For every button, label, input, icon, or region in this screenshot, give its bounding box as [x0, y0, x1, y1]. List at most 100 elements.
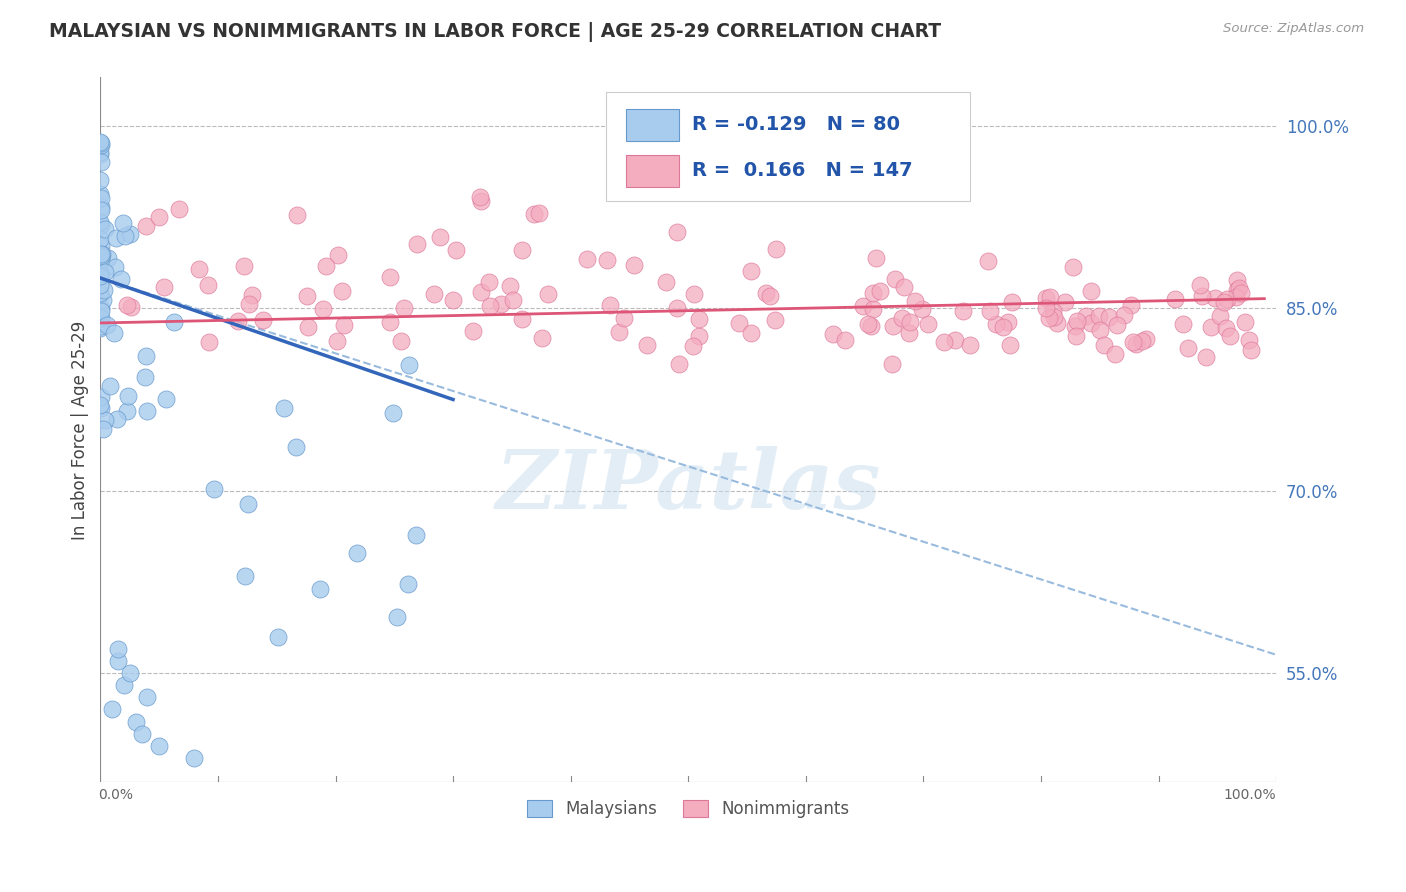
Point [1213, 294, 1236, 309]
Legend: Malaysians, Nonimmigrants: Malaysians, Nonimmigrants [520, 793, 856, 825]
Point [1053, 294, 1076, 309]
Point [1088, 323, 1111, 337]
Point [89, 186, 111, 201]
Point [233, 569, 256, 583]
Point [446, 243, 468, 257]
Point [1201, 319, 1223, 334]
Point [575, 252, 598, 266]
Point [267, 630, 290, 644]
Point [117, 389, 139, 403]
Point [834, 333, 856, 347]
Point [309, 582, 332, 597]
Point [429, 229, 451, 244]
Point [852, 299, 875, 313]
Point [104, 260, 127, 275]
Point [326, 247, 349, 261]
Point [441, 293, 464, 308]
Point [898, 314, 921, 328]
Point [90, 218, 112, 232]
Point [90, 401, 112, 415]
Point [398, 358, 420, 372]
Point [90, 137, 112, 152]
Point [90, 301, 112, 315]
Point [765, 242, 787, 256]
Point [163, 315, 186, 329]
Point [1080, 284, 1102, 298]
Point [1225, 290, 1247, 304]
Point [198, 335, 221, 350]
Y-axis label: In Labor Force | Age 25-29: In Labor Force | Age 25-29 [72, 320, 89, 540]
Point [389, 334, 412, 348]
Point [1098, 310, 1121, 324]
Point [90, 319, 112, 334]
Text: 100.0%: 100.0% [1223, 789, 1277, 803]
Point [252, 312, 274, 326]
Point [893, 279, 915, 293]
FancyBboxPatch shape [606, 92, 970, 201]
Point [94, 265, 117, 279]
Point [911, 301, 934, 316]
Point [1163, 292, 1185, 306]
Point [1066, 314, 1088, 328]
Point [90, 200, 112, 214]
Point [423, 286, 446, 301]
Point [148, 739, 170, 753]
Point [202, 483, 225, 497]
Point [93, 283, 115, 297]
Point [169, 202, 191, 217]
Text: MALAYSIAN VS NONIMMIGRANTS IN LABOR FORCE | AGE 25-29 CORRELATION CHART: MALAYSIAN VS NONIMMIGRANTS IN LABOR FORC… [49, 22, 942, 42]
Point [89, 135, 111, 149]
Point [89, 215, 111, 229]
Point [759, 289, 782, 303]
Point [1104, 347, 1126, 361]
Point [665, 225, 688, 239]
Point [96, 318, 118, 332]
Point [115, 298, 138, 312]
Point [94, 222, 117, 236]
Point [823, 327, 845, 342]
Point [135, 349, 157, 363]
Point [510, 311, 533, 326]
Point [478, 299, 501, 313]
Point [1204, 291, 1226, 305]
Point [90, 191, 112, 205]
Point [1215, 320, 1237, 334]
Point [233, 260, 256, 274]
Point [884, 272, 907, 286]
Point [378, 315, 401, 329]
Point [197, 278, 219, 293]
Point [688, 311, 710, 326]
Point [112, 678, 135, 692]
Point [236, 497, 259, 511]
Point [89, 285, 111, 300]
Point [952, 304, 974, 318]
Point [1035, 291, 1057, 305]
Point [1094, 338, 1116, 352]
Point [1234, 315, 1257, 329]
Point [1114, 308, 1136, 322]
Point [392, 301, 415, 315]
Point [865, 251, 887, 265]
Point [527, 205, 550, 219]
Point [1226, 283, 1249, 297]
Point [682, 339, 704, 353]
Point [1195, 350, 1218, 364]
Point [1209, 310, 1232, 324]
Point [90, 154, 112, 169]
Point [1191, 289, 1213, 303]
Text: R =  0.166   N = 147: R = 0.166 N = 147 [692, 161, 912, 180]
Point [1227, 281, 1250, 295]
Point [91, 247, 114, 261]
Point [396, 577, 419, 591]
Point [90, 303, 112, 318]
Point [1177, 341, 1199, 355]
Point [155, 392, 177, 406]
Point [89, 320, 111, 334]
Point [740, 264, 762, 278]
Text: ZIPatlas: ZIPatlas [495, 446, 882, 526]
Text: Source: ZipAtlas.com: Source: ZipAtlas.com [1223, 22, 1364, 36]
Point [105, 230, 128, 244]
Text: 0.0%: 0.0% [98, 789, 134, 803]
Point [763, 312, 786, 326]
Point [110, 272, 132, 286]
